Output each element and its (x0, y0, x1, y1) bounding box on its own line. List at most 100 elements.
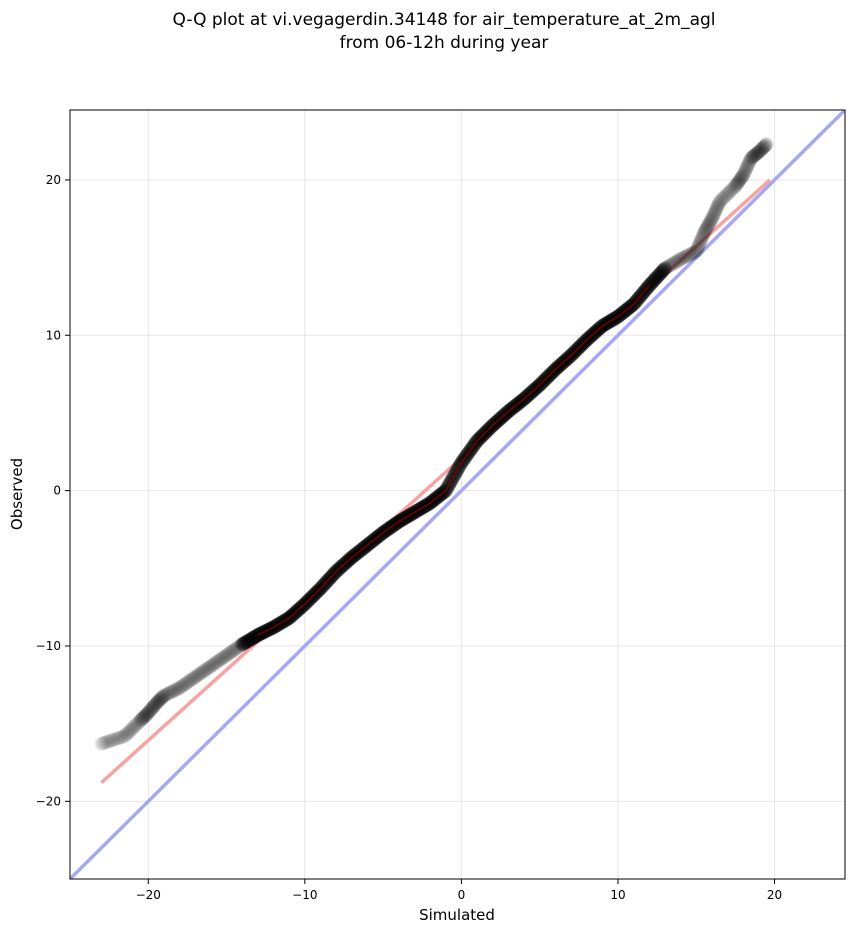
quantile-point (140, 706, 155, 721)
quantile-point (744, 150, 759, 165)
quantile-point (188, 670, 203, 685)
quantile-point (230, 640, 245, 655)
quantile-point (709, 201, 724, 216)
quantile-point (649, 271, 664, 286)
quantile-point (741, 156, 756, 171)
quantile-point (231, 639, 246, 654)
quantile-point (237, 636, 252, 651)
quantile-point (199, 662, 214, 677)
quantile-point (708, 203, 723, 218)
quantile-point (701, 218, 716, 233)
x-tick-label: 0 (458, 888, 466, 902)
quantile-point (227, 642, 242, 657)
quantile-point (141, 705, 156, 720)
y-axis-ticks: −20 −10 0 10 20 (36, 173, 70, 808)
quantile-point (165, 684, 180, 699)
quantile-point (196, 664, 211, 679)
quantile-point (120, 726, 135, 741)
quantile-point (688, 244, 703, 259)
quantile-point (743, 152, 758, 167)
quantile-point (693, 233, 708, 248)
quantile-point (727, 180, 742, 195)
quantile-point (95, 736, 110, 751)
quantile-point (682, 247, 697, 262)
quantile-point (733, 172, 748, 187)
quantile-point (729, 177, 744, 192)
quantile-point (665, 256, 680, 271)
quantile-point (131, 715, 146, 730)
quantile-points (94, 137, 774, 751)
quantile-point (706, 209, 721, 224)
quantile-point (137, 709, 152, 724)
quantile-point (758, 138, 773, 153)
y-tick-label: 10 (46, 328, 61, 342)
quantile-point (134, 712, 149, 727)
quantile-point (691, 239, 706, 254)
quantile-point (651, 268, 666, 283)
quantile-point (149, 696, 164, 711)
quantile-point (699, 220, 714, 235)
quantile-point (146, 699, 161, 714)
quantile-point (151, 693, 166, 708)
quantile-point (200, 661, 215, 676)
quantile-point (210, 654, 225, 669)
quantile-point (101, 734, 116, 749)
quantile-point (719, 188, 734, 203)
quantile-point (697, 225, 712, 240)
quantile-point (111, 731, 126, 746)
quantile-point (246, 630, 261, 645)
quantile-point (151, 694, 166, 709)
quantile-point (155, 690, 170, 705)
quantile-point (236, 636, 251, 651)
quantile-point (746, 148, 761, 163)
fit-line (100, 178, 772, 784)
quantile-point (709, 200, 724, 215)
quantile-point (122, 724, 137, 739)
quantile-point (669, 254, 684, 269)
quantile-point (740, 158, 755, 173)
quantile-point (247, 630, 262, 645)
quantile-point (736, 168, 751, 183)
quantile-point (244, 632, 259, 647)
quantile-point (136, 710, 151, 725)
quantile-point (212, 652, 227, 667)
quantile-point (123, 723, 138, 738)
quantile-point (676, 250, 691, 265)
quantile-point (209, 655, 224, 670)
quantile-point (187, 670, 202, 685)
quantile-point (737, 164, 752, 179)
quantile-point (224, 645, 239, 660)
quantile-point (752, 144, 767, 159)
quantile-point (198, 663, 213, 678)
quantile-point (705, 210, 720, 225)
quantile-point (243, 632, 258, 647)
quantile-point (161, 686, 176, 701)
quantile-point (742, 153, 757, 168)
quantile-point (723, 183, 738, 198)
quantile-point (121, 725, 136, 740)
quantile-point (239, 634, 254, 649)
quantile-point (754, 142, 769, 157)
quantile-point (756, 139, 771, 154)
quantile-point (748, 147, 763, 162)
quantile-point (662, 258, 677, 273)
quantile-point (687, 245, 702, 260)
quantile-point (754, 142, 769, 157)
quantile-point (144, 702, 159, 717)
quantile-point (739, 162, 754, 177)
y-tick-label: 20 (46, 173, 61, 187)
chart-title-line-1: Q-Q plot at vi.vegagerdin.34148 for air_… (172, 10, 715, 30)
quantile-point (716, 191, 731, 206)
grid-lines (70, 110, 845, 879)
quantile-point (117, 729, 132, 744)
quantile-point (698, 222, 713, 237)
quantile-point (178, 677, 193, 692)
quantile-point (107, 732, 122, 747)
x-axis-label: Simulated (419, 906, 495, 924)
x-tick-label: −20 (136, 888, 161, 902)
quantile-point (154, 690, 169, 705)
quantile-point (211, 653, 226, 668)
quantile-point (679, 249, 694, 264)
quantile-point (144, 701, 159, 716)
quantile-point (156, 689, 171, 704)
